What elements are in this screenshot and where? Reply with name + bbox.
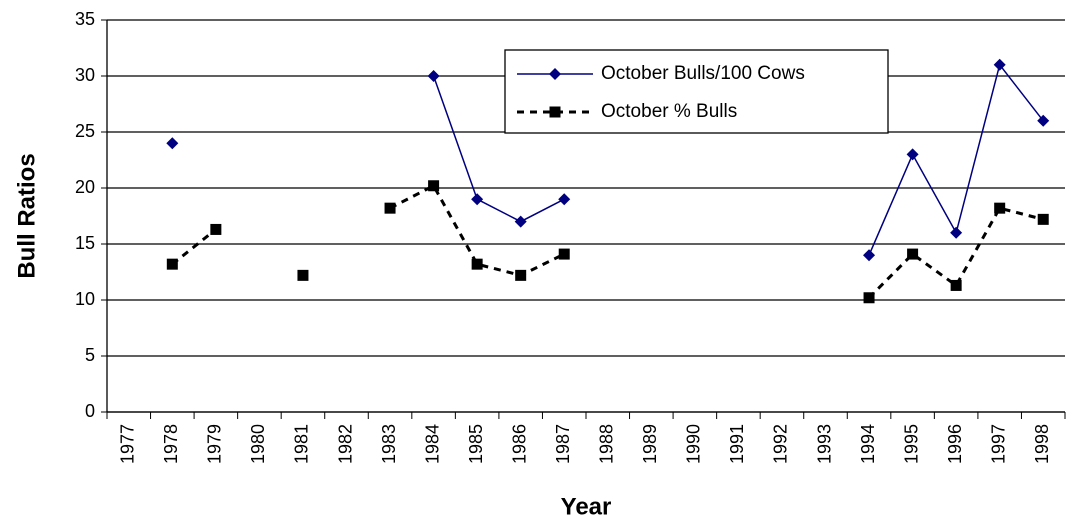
x-tick-label: 1989: [640, 424, 660, 464]
y-tick-label: 5: [85, 345, 95, 365]
x-tick-label: 1980: [248, 424, 268, 464]
y-tick-label: 35: [75, 9, 95, 29]
marker: [994, 202, 1006, 214]
marker: [297, 269, 309, 281]
x-tick-label: 1995: [901, 424, 921, 464]
x-tick-label: 1991: [727, 424, 747, 464]
y-tick-label: 20: [75, 177, 95, 197]
x-tick-label: 1997: [988, 424, 1008, 464]
marker: [863, 292, 875, 304]
y-tick-label: 25: [75, 121, 95, 141]
y-tick-label: 30: [75, 65, 95, 85]
x-tick-label: 1996: [945, 424, 965, 464]
x-tick-label: 1998: [1032, 424, 1052, 464]
marker: [1037, 114, 1050, 127]
x-tick-label: 1977: [118, 424, 138, 464]
marker: [906, 148, 919, 161]
x-tick-label: 1983: [379, 424, 399, 464]
y-tick-label: 0: [85, 401, 95, 421]
marker: [471, 258, 483, 270]
x-tick-label: 1988: [597, 424, 617, 464]
marker: [384, 202, 396, 214]
x-tick-label: 1985: [466, 424, 486, 464]
y-tick-label: 10: [75, 289, 95, 309]
x-tick-label: 1984: [422, 424, 442, 464]
legend-label: October % Bulls: [601, 101, 737, 122]
x-tick-label: 1982: [335, 424, 355, 464]
x-axis-title: Year: [561, 493, 612, 520]
marker: [515, 269, 527, 281]
x-tick-label: 1993: [814, 424, 834, 464]
marker: [863, 249, 876, 262]
legend-box: [504, 49, 889, 134]
marker: [166, 258, 178, 270]
marker: [1037, 213, 1049, 225]
marker: [166, 137, 179, 150]
marker: [210, 223, 222, 235]
marker: [558, 193, 571, 206]
x-tick-label: 1992: [771, 424, 791, 464]
marker: [950, 279, 962, 291]
y-axis-title: Bull Ratios: [13, 153, 40, 278]
marker: [427, 70, 440, 82]
marker: [549, 106, 561, 118]
x-tick-label: 1979: [205, 424, 225, 464]
marker: [514, 215, 527, 228]
x-tick-label: 1981: [292, 424, 312, 464]
y-tick-label: 15: [75, 233, 95, 253]
marker: [950, 226, 963, 239]
series-line: [171, 183, 1044, 299]
marker: [428, 180, 440, 192]
x-tick-label: 1990: [684, 424, 704, 464]
x-tick-label: 1994: [858, 424, 878, 464]
marker: [993, 58, 1006, 71]
legend-label: October Bulls/100 Cows: [601, 63, 805, 84]
x-tick-label: 1978: [161, 424, 181, 464]
x-tick-label: 1986: [509, 424, 529, 464]
marker: [907, 248, 919, 260]
x-tick-label: 1987: [553, 424, 573, 464]
marker: [471, 193, 484, 206]
marker: [549, 68, 561, 80]
marker: [558, 248, 570, 260]
